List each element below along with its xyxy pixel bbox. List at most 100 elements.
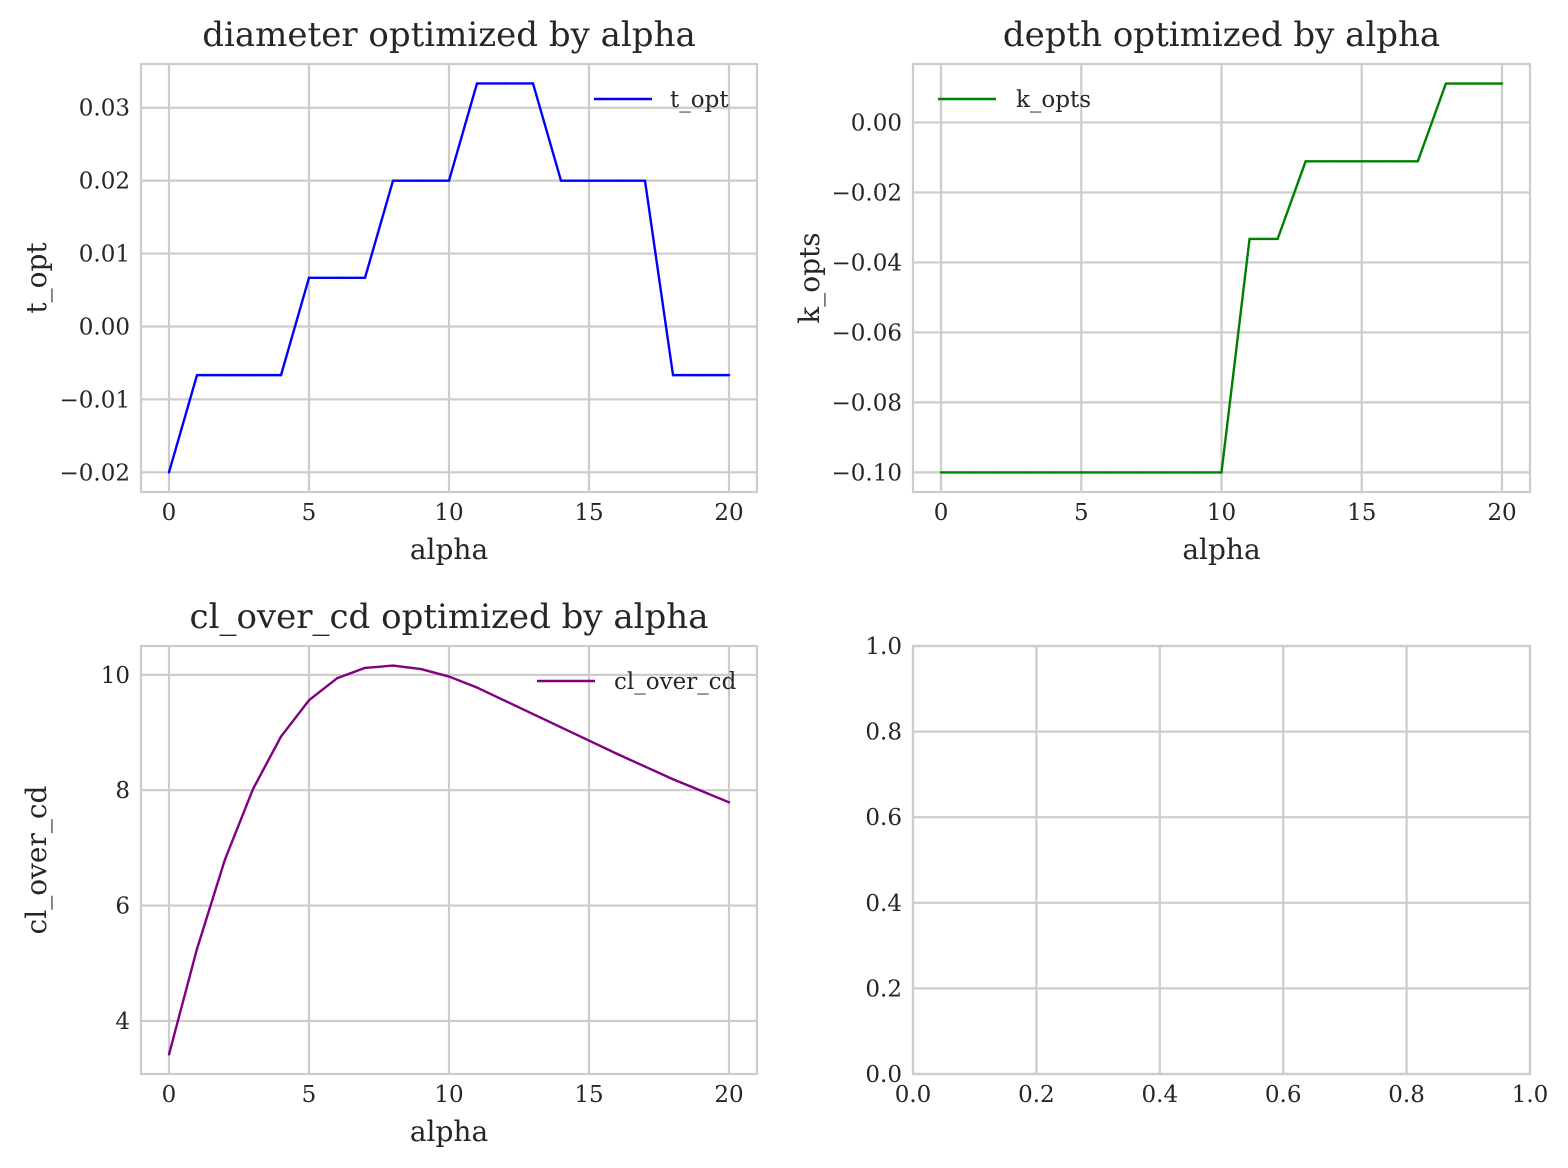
y-tick-label: 0.0 <box>865 1062 902 1088</box>
data-point <box>195 947 199 951</box>
x-axis-label: alpha <box>410 1115 488 1148</box>
y-tick-label: −0.02 <box>60 460 130 486</box>
y-tick-label: 0.8 <box>865 720 902 746</box>
data-point <box>671 778 675 781</box>
data-point <box>503 699 507 702</box>
y-tick-label: 8 <box>115 778 130 804</box>
x-tick-label: 5 <box>302 500 317 526</box>
x-tick-label: 20 <box>714 1082 743 1108</box>
data-point <box>447 675 451 678</box>
chart-title: diameter optimized by alpha <box>202 15 695 55</box>
data-point <box>1388 160 1391 163</box>
data-point <box>307 276 311 280</box>
x-tick-label: 0 <box>934 500 949 526</box>
data-point <box>1220 471 1223 474</box>
data-point <box>559 726 563 729</box>
data-point <box>1500 82 1504 85</box>
data-point <box>1164 471 1167 474</box>
data-point <box>1360 160 1363 163</box>
data-point <box>939 471 943 474</box>
x-tick-label: 0 <box>162 1082 177 1108</box>
data-point <box>1248 237 1251 241</box>
data-point <box>335 276 339 280</box>
y-tick-label: 0.4 <box>865 891 902 917</box>
y-tick-label: −0.06 <box>832 320 902 346</box>
data-point <box>699 373 703 377</box>
y-tick-label: 0.2 <box>865 976 902 1002</box>
data-point <box>363 276 367 280</box>
data-point <box>727 373 731 377</box>
y-tick-label: −0.10 <box>832 460 902 486</box>
x-tick-label: 5 <box>1074 500 1089 526</box>
x-tick-label: 20 <box>1487 500 1516 526</box>
y-tick-label: 4 <box>115 1009 130 1035</box>
data-point <box>671 373 675 377</box>
data-point <box>419 179 423 182</box>
data-point <box>699 789 703 792</box>
y-axis-label: cl_over_cd <box>20 785 53 934</box>
y-axis-label: k_opts <box>793 232 826 323</box>
data-point <box>1416 160 1420 163</box>
y-tick-label: 0.00 <box>79 314 130 340</box>
data-point <box>1136 471 1139 474</box>
data-point <box>419 667 423 671</box>
data-point <box>587 179 591 182</box>
data-point <box>167 471 171 474</box>
data-point <box>167 1053 171 1056</box>
axes-frame <box>911 62 1532 494</box>
data-point <box>279 735 283 738</box>
legend: t_opt <box>594 87 729 113</box>
data-point <box>475 686 479 689</box>
data-point <box>1444 82 1448 85</box>
data-point <box>251 787 255 791</box>
data-point <box>1023 471 1027 474</box>
data-point <box>447 179 451 182</box>
data-point <box>643 179 647 182</box>
y-axis-label: t_opt <box>20 242 53 314</box>
data-point <box>615 179 619 182</box>
data-point <box>307 699 311 702</box>
x-tick-label: 0.0 <box>895 1082 932 1108</box>
data-point <box>995 471 999 474</box>
x-tick-label: 15 <box>1347 500 1376 526</box>
y-tick-label: 0.03 <box>79 96 130 122</box>
y-tick-label: 1.0 <box>865 634 902 660</box>
chart-title: cl_over_cd optimized by alpha <box>190 597 709 637</box>
data-point <box>1276 237 1279 241</box>
axes-frame <box>911 644 1532 1076</box>
data-point <box>335 677 339 680</box>
data-point <box>1108 471 1111 474</box>
data-point <box>1472 82 1476 85</box>
data-point <box>391 179 395 182</box>
x-tick-label: 0 <box>162 500 177 526</box>
x-tick-label: 0.8 <box>1388 1082 1425 1108</box>
data-point <box>1192 471 1195 474</box>
x-tick-label: 15 <box>574 500 603 526</box>
data-point <box>195 373 199 377</box>
legend: cl_over_cd <box>537 669 737 695</box>
y-tick-label: −0.08 <box>832 390 902 416</box>
legend: k_opts <box>938 87 1091 113</box>
legend-label: k_opts <box>1016 87 1091 113</box>
x-tick-label: 0.2 <box>1018 1082 1055 1108</box>
x-tick-label: 5 <box>302 1082 317 1108</box>
data-point <box>223 373 227 377</box>
y-tick-label: 6 <box>115 894 130 920</box>
data-point <box>587 739 591 742</box>
data-point <box>727 801 731 804</box>
x-tick-label: 20 <box>714 500 743 526</box>
subplot-1: 0 5 10 15 20 −0.02 −0.01 0.00 0.01 0.02 0.03 diamet… <box>20 15 759 566</box>
data-point <box>615 752 619 756</box>
x-tick-label: 10 <box>434 1082 463 1108</box>
y-tick-label: −0.01 <box>60 387 130 413</box>
x-tick-label: 10 <box>1207 500 1236 526</box>
legend-label: cl_over_cd <box>614 669 737 695</box>
data-point <box>1052 471 1055 474</box>
y-tick-label: 10 <box>101 663 130 689</box>
y-tick-label: 0.01 <box>79 242 130 268</box>
data-point <box>967 471 971 474</box>
subplot-2: 0 5 10 15 20 −0.10 −0.08 −0.06 −0.04 −0.02 0.00 dep… <box>793 15 1532 566</box>
data-point <box>531 82 535 85</box>
chart-title: depth optimized by alpha <box>1003 15 1440 55</box>
